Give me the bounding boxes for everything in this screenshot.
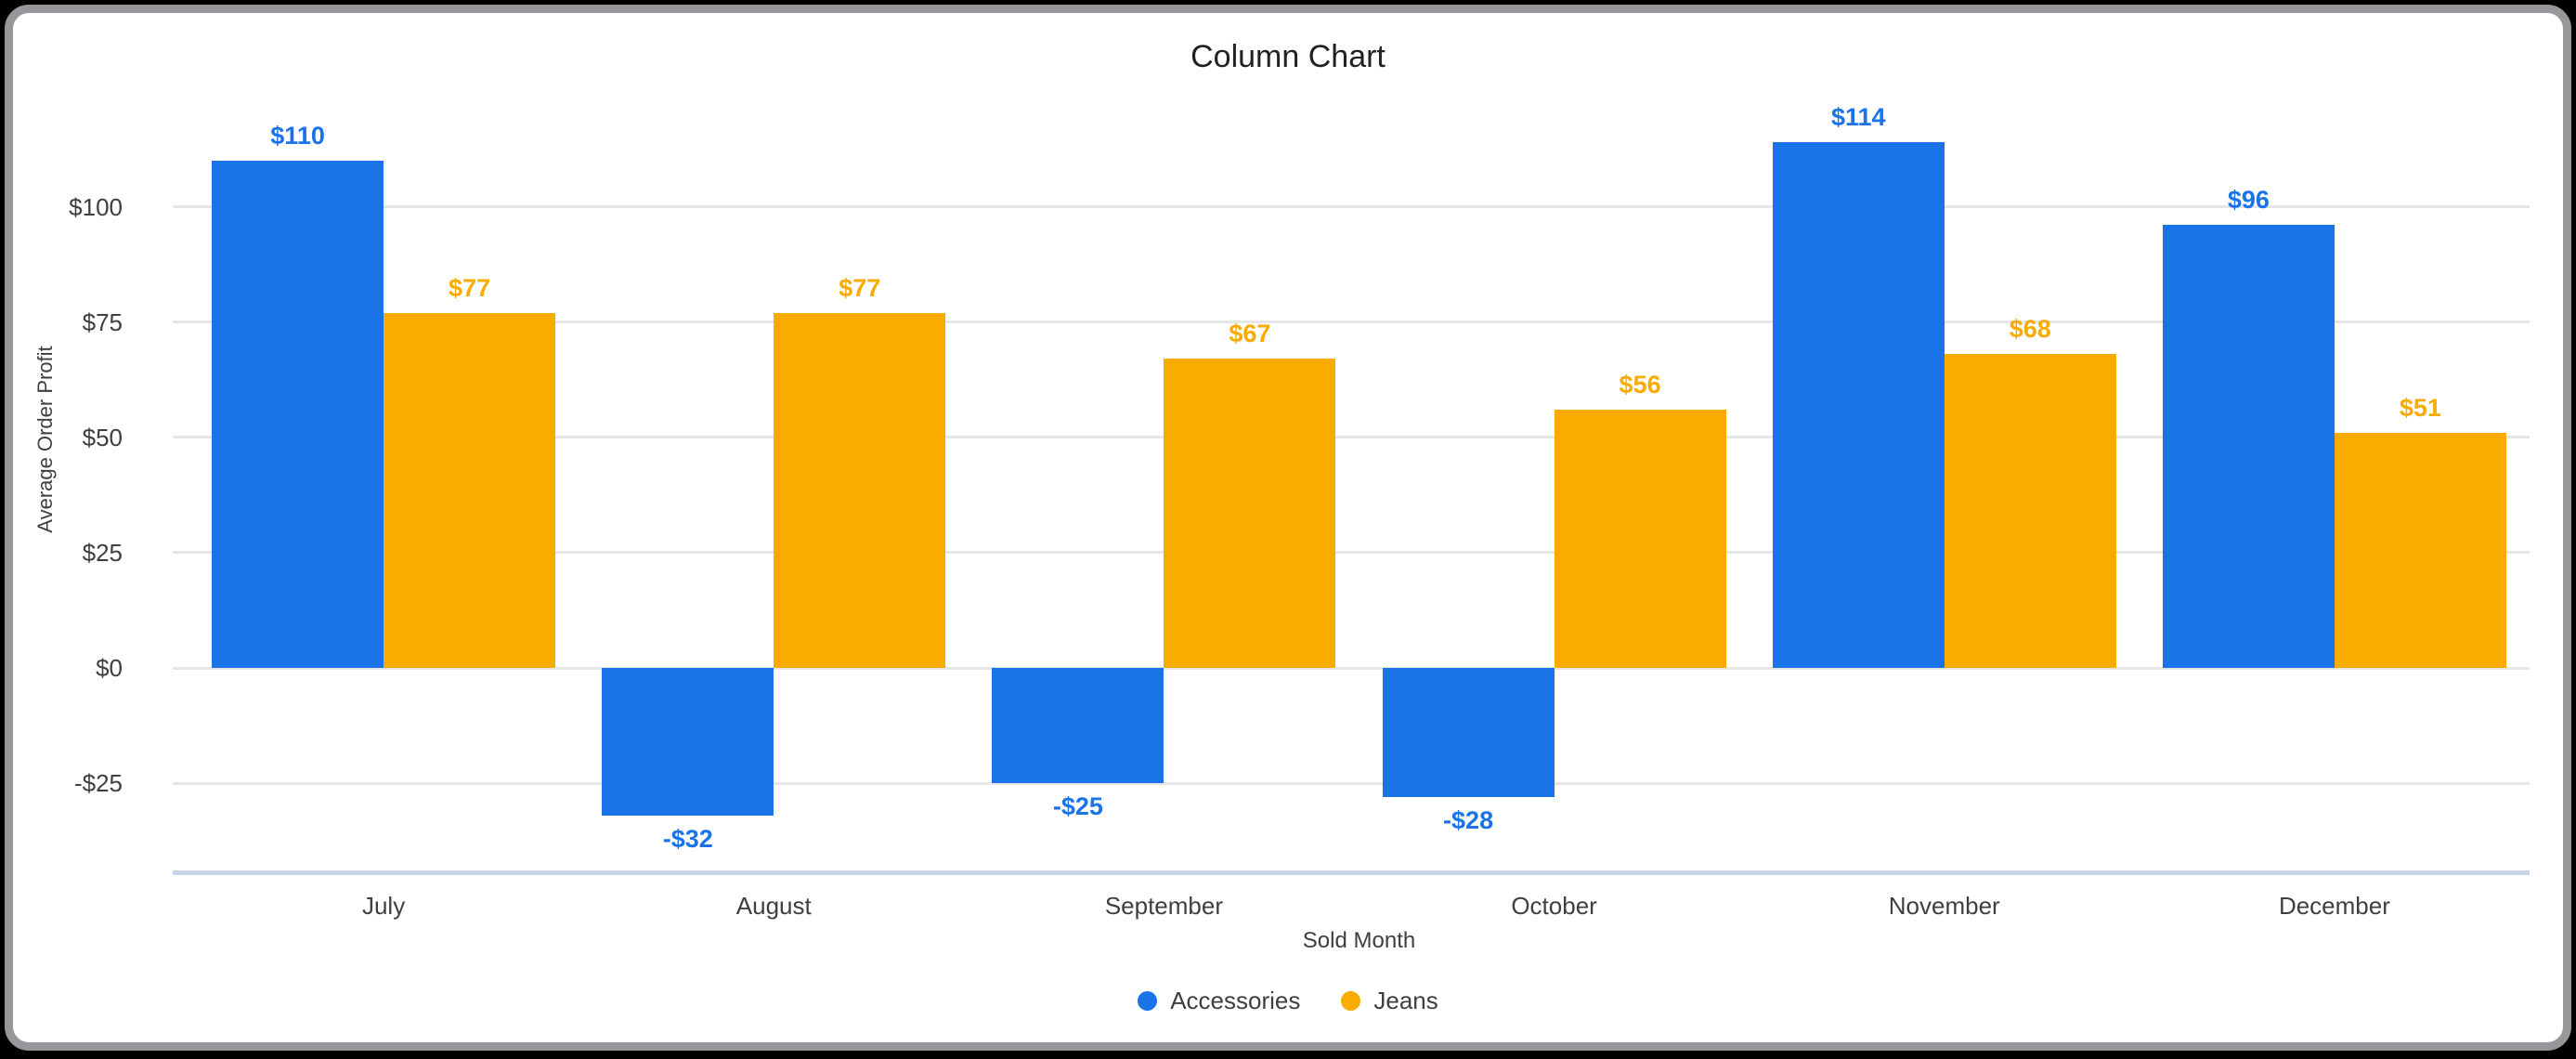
legend-item-jeans[interactable]: Jeans	[1341, 987, 1438, 1015]
plot-area: $100 $75 $50 $25 $0 -$25 $110 $77 July -$32 $77 Aug…	[13, 13, 2563, 1042]
bar-accessories-august[interactable]	[602, 668, 774, 816]
y-tick-label: $25	[82, 538, 123, 567]
bar-value-label: $110	[270, 121, 325, 150]
bar-value-label: -$28	[1443, 805, 1494, 834]
chart-legend: Accessories Jeans	[13, 986, 2563, 1015]
legend-label: Jeans	[1373, 986, 1438, 1014]
bar-value-label: $96	[2227, 186, 2270, 215]
x-axis-title: Sold Month	[1302, 928, 1416, 953]
bar-accessories-november[interactable]	[1772, 142, 1945, 668]
bar-accessories-july[interactable]	[212, 160, 384, 668]
bar-jeans-october[interactable]	[1554, 410, 1726, 668]
x-tick-label: October	[1511, 892, 1597, 920]
x-tick-label: July	[361, 892, 406, 920]
x-tick-label: September	[1104, 892, 1223, 920]
bar-accessories-december[interactable]	[2162, 225, 2335, 668]
x-axis-line	[173, 870, 2530, 875]
legend-dot-accessories	[1138, 990, 1158, 1011]
bar-jeans-september[interactable]	[1164, 359, 1336, 668]
gridline	[173, 781, 2530, 785]
y-tick-label: $100	[69, 192, 123, 221]
x-tick-label: August	[735, 892, 812, 920]
gridline	[173, 666, 2530, 670]
x-tick-label: November	[1888, 892, 2000, 920]
bar-jeans-august[interactable]	[774, 312, 946, 668]
bar-value-label: -$25	[1052, 792, 1103, 821]
bar-jeans-november[interactable]	[1944, 354, 2116, 668]
gridline	[173, 436, 2530, 439]
y-tick-label: $50	[82, 423, 123, 451]
bar-value-label: $51	[2399, 393, 2441, 422]
gridline	[173, 320, 2530, 324]
y-tick-label: $0	[96, 654, 123, 682]
gridline	[173, 205, 2530, 209]
bar-value-label: $67	[1229, 320, 1271, 348]
bar-value-label: -$32	[662, 824, 713, 853]
gridline	[173, 551, 2530, 555]
chart-title: Column Chart	[1190, 39, 1386, 74]
chart-window: Column Chart Average Order Profit $100 $7…	[5, 5, 2571, 1051]
bar-value-label: $114	[1830, 103, 1886, 132]
x-tick-label: December	[2278, 892, 2390, 920]
bar-value-label: $77	[449, 273, 491, 302]
bar-value-label: $56	[1619, 371, 1661, 399]
column-chart: Column Chart Average Order Profit $100 $7…	[13, 13, 2563, 1042]
bar-value-label: $77	[839, 273, 881, 302]
y-tick-label: $75	[82, 307, 123, 336]
legend-label: Accessories	[1170, 986, 1301, 1014]
bar-accessories-september[interactable]	[992, 668, 1164, 784]
bar-accessories-october[interactable]	[1382, 668, 1555, 797]
bar-jeans-december[interactable]	[2334, 432, 2506, 668]
y-tick-label: -$25	[73, 769, 123, 798]
legend-dot-jeans	[1341, 990, 1361, 1011]
bar-jeans-july[interactable]	[384, 312, 556, 668]
bar-value-label: $68	[2009, 315, 2051, 344]
legend-item-accessories[interactable]: Accessories	[1138, 987, 1300, 1015]
